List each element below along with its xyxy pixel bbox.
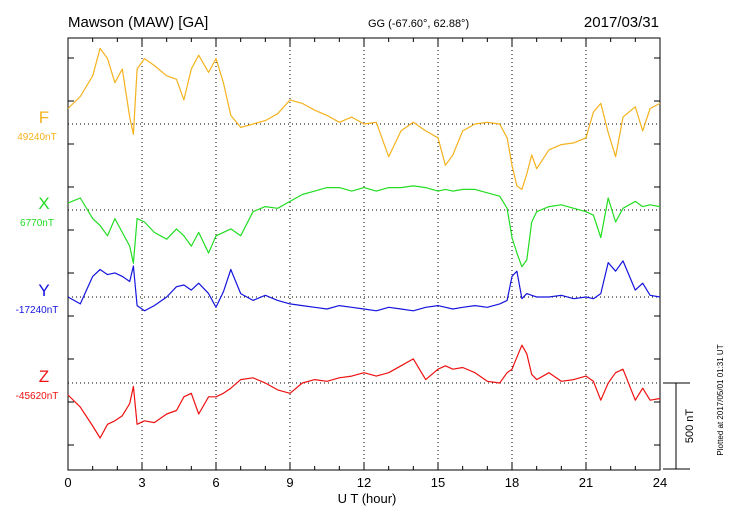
station-coordinates: GG (-67.60°, 62.88°): [368, 18, 469, 30]
plotted-at-note: Plotted at 2017/05/01 01:31 UT: [716, 344, 725, 455]
series: [67, 47, 661, 439]
x-tick-label: 12: [357, 475, 371, 490]
x-tick-label: 24: [653, 475, 667, 490]
series-baseline-z: -45620nT: [16, 391, 59, 402]
scale-bar-label: 500 nT: [684, 409, 696, 444]
x-tick-label: 21: [579, 475, 593, 490]
series-labels: F 49240nT X 6770nT Y -17240nT Z -45620nT: [16, 108, 59, 402]
chart-date: 2017/03/31: [584, 14, 659, 31]
series-line-f: [67, 47, 661, 190]
series-baseline-x: 6770nT: [20, 218, 54, 229]
series-name-x: X: [38, 194, 49, 213]
x-tick-label: 0: [64, 475, 71, 490]
series-name-f: F: [39, 108, 49, 127]
series-line-z: [67, 344, 661, 439]
series-line-x: [67, 185, 661, 268]
series-name-y: Y: [38, 281, 49, 300]
series-baseline-y: -17240nT: [16, 305, 59, 316]
x-tick-label: 6: [212, 475, 219, 490]
series-baseline-f: 49240nT: [17, 132, 56, 143]
chart-title: Mawson (MAW) [GA]: [68, 14, 208, 31]
scale-bar: 500 nT: [663, 382, 696, 470]
x-axis-label: U T (hour): [338, 491, 397, 506]
grid: [67, 37, 661, 471]
series-line-y: [67, 260, 661, 312]
x-tick-label: 9: [286, 475, 293, 490]
x-tick-label: 15: [431, 475, 445, 490]
x-axis: 0 3 6 9 12 15 18 21 24: [64, 475, 667, 490]
x-tick-label: 18: [505, 475, 519, 490]
x-tick-label: 3: [138, 475, 145, 490]
series-name-z: Z: [39, 367, 49, 386]
